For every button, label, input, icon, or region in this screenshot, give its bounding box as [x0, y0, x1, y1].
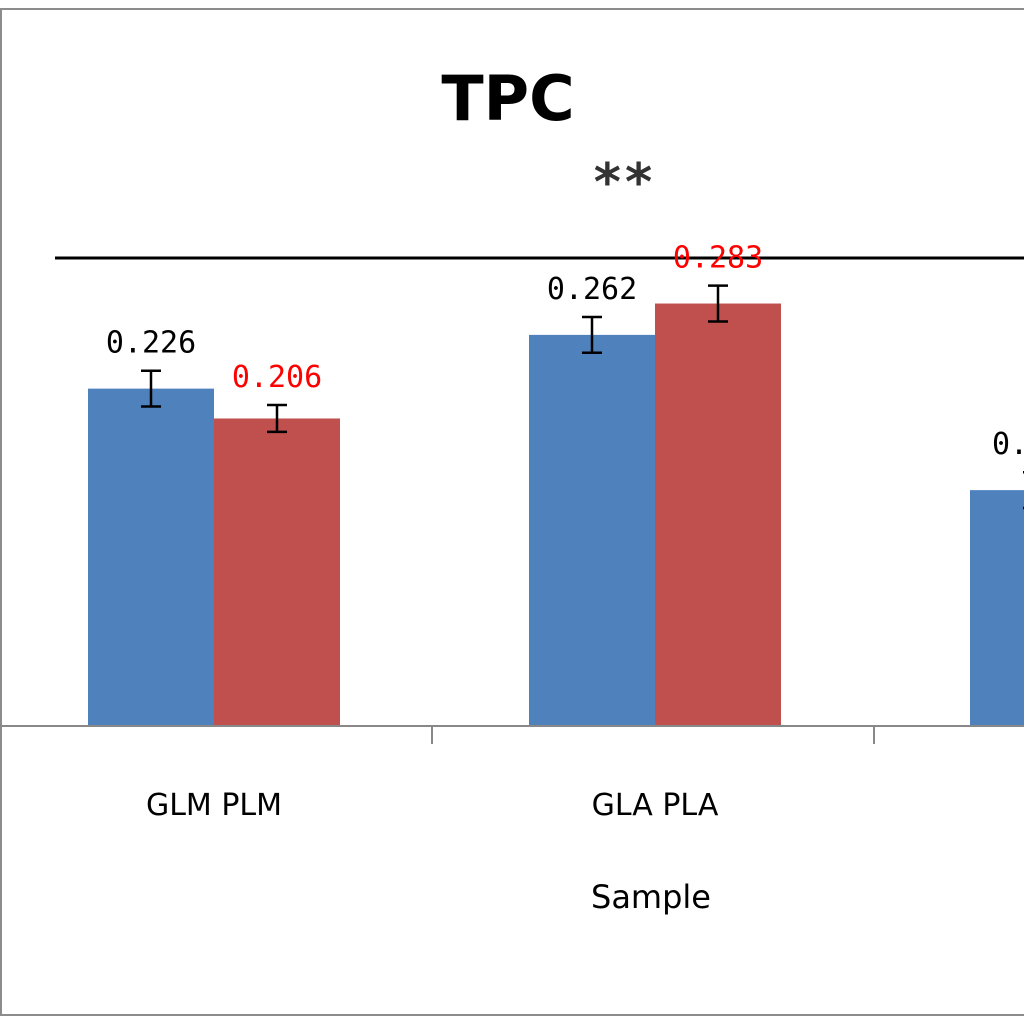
error-bar-series2-cat1 [267, 403, 287, 434]
data-label-series2-cat1: 0.206 [232, 360, 322, 395]
category-label-glm-plm: GLM PLM [146, 788, 282, 823]
bars-layer: 0.226 0.262 0. 0.206 0.283 [88, 241, 1024, 726]
category-label-gla-pla: GLA PLA [592, 788, 719, 823]
error-bar-series1-cat2 [582, 315, 602, 355]
error-bar-series1-cat1 [141, 369, 161, 408]
data-label-series2-cat2: 0.283 [673, 241, 763, 276]
chart-frame [0, 8, 1024, 1016]
data-label-series1-cat3: 0. [992, 427, 1024, 462]
data-label-series1-cat2: 0.262 [547, 272, 637, 307]
bar-series1-cat2 [529, 334, 655, 726]
significance-marker: ** [594, 153, 656, 213]
bar-series1-cat3 [970, 490, 1024, 726]
bar-series1-cat1 [88, 388, 214, 726]
data-label-series1-cat1: 0.226 [106, 326, 196, 361]
error-bar-series2-cat2 [708, 284, 728, 323]
bar-series2-cat2 [655, 303, 781, 726]
x-axis-title: Sample [591, 878, 711, 916]
chart-title: TPC [441, 62, 574, 135]
bar-series2-cat1 [214, 418, 340, 726]
